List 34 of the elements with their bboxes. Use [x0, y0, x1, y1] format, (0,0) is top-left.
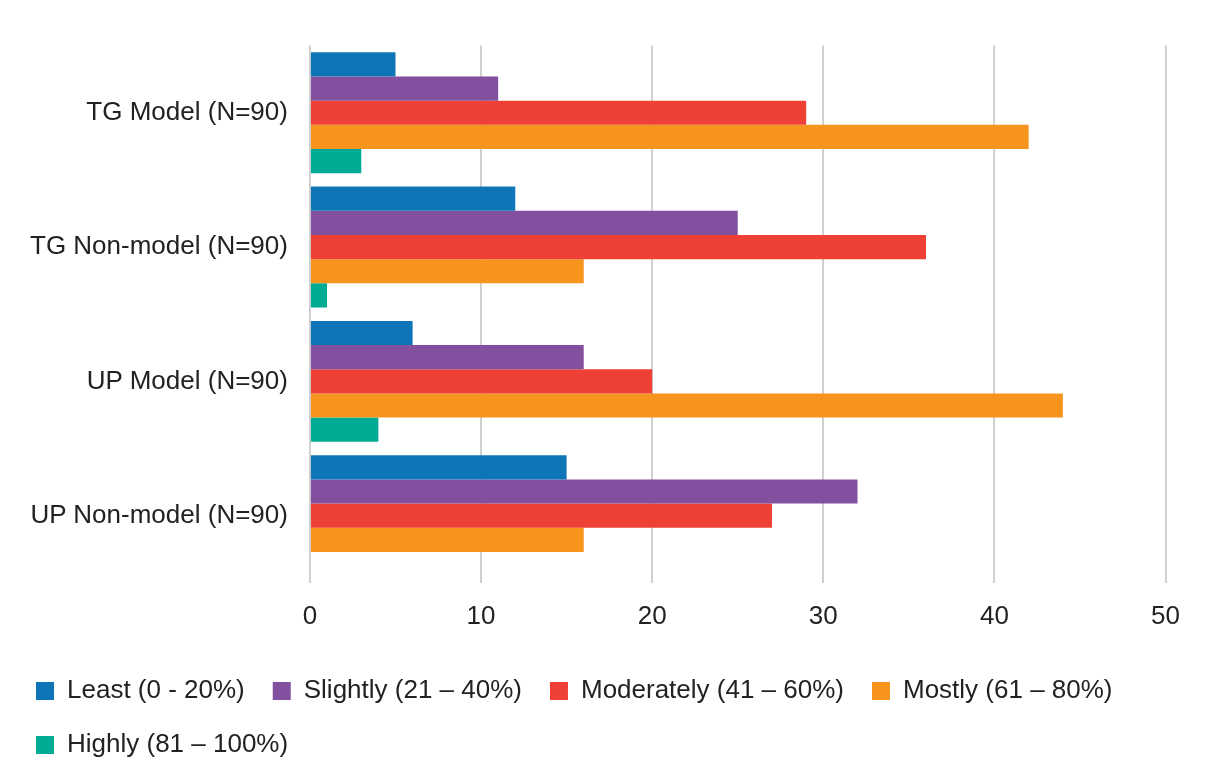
bar: [310, 393, 1063, 418]
bar: [310, 455, 567, 480]
legend-label: Highly (81 – 100%): [67, 728, 289, 759]
bar: [310, 369, 653, 394]
bar: [310, 100, 807, 125]
bar: [310, 149, 362, 174]
x-tick-label: 40: [979, 599, 1009, 630]
bar: [310, 479, 858, 504]
x-tick-label: 30: [808, 599, 838, 630]
legend-label: Slightly (21 – 40%): [303, 674, 522, 705]
y-tick-label: UP Model (N=90): [86, 364, 288, 395]
bar: [310, 503, 772, 528]
legend-label: Least (0 - 20%): [67, 674, 245, 705]
bar: [310, 210, 738, 235]
bar: [310, 186, 516, 211]
legend-label: Mostly (61 – 80%): [902, 674, 1113, 705]
x-tick-label: 10: [466, 599, 496, 630]
x-tick-label: 20: [637, 599, 667, 630]
bar: [310, 320, 413, 346]
legend-label: Moderately (41 – 60%): [580, 674, 844, 705]
bar: [310, 234, 926, 260]
x-tick-label: 50: [1151, 599, 1180, 630]
bar: [310, 124, 1029, 150]
bar: [310, 76, 499, 101]
y-tick-label: TG Non-model (N=90): [30, 230, 288, 261]
bar: [310, 52, 396, 77]
bar: [310, 259, 584, 284]
bar: [310, 283, 328, 308]
y-tick-label: UP Non-model (N=90): [30, 498, 288, 529]
y-tick-label: TG Model (N=90): [86, 95, 288, 126]
bar: [310, 345, 584, 370]
x-tick-label: 0: [302, 599, 318, 630]
bar: [310, 417, 379, 442]
bar: [310, 527, 584, 552]
